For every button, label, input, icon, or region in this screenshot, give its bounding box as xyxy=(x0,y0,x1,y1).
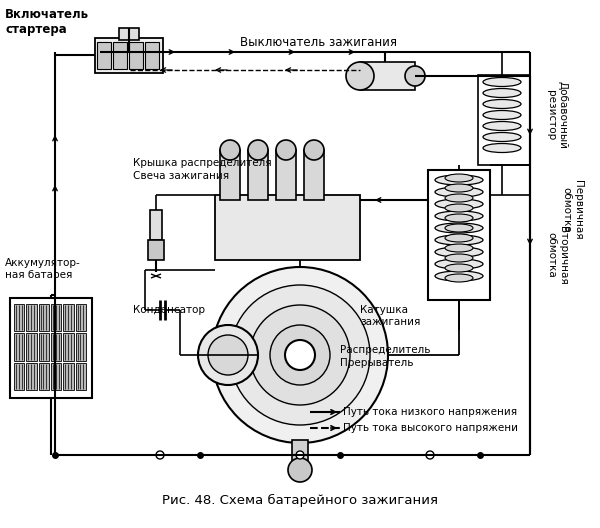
Circle shape xyxy=(276,140,296,160)
Bar xyxy=(148,240,164,260)
Circle shape xyxy=(208,335,248,375)
Ellipse shape xyxy=(445,214,473,222)
Bar xyxy=(10,298,92,398)
Circle shape xyxy=(426,451,434,459)
Circle shape xyxy=(248,140,268,160)
Bar xyxy=(76,363,86,390)
Bar xyxy=(38,363,49,390)
Ellipse shape xyxy=(445,254,473,262)
Ellipse shape xyxy=(483,89,521,98)
Bar xyxy=(51,333,61,361)
Bar xyxy=(119,28,139,40)
Ellipse shape xyxy=(483,99,521,108)
Ellipse shape xyxy=(483,110,521,119)
Text: Путь тока низкого напряжения: Путь тока низкого напряжения xyxy=(343,407,517,417)
Bar xyxy=(113,42,127,69)
Ellipse shape xyxy=(483,133,521,142)
Bar xyxy=(64,363,74,390)
Bar xyxy=(14,363,25,390)
Text: Крышка распределителя: Крышка распределителя xyxy=(133,158,272,168)
Bar xyxy=(76,333,86,361)
Text: Путь тока высокого напряжени: Путь тока высокого напряжени xyxy=(343,423,518,433)
Bar xyxy=(26,363,37,390)
Ellipse shape xyxy=(483,144,521,153)
Text: Рис. 48. Схема батарейного зажигания: Рис. 48. Схема батарейного зажигания xyxy=(162,494,438,506)
Text: Включатель
стартера: Включатель стартера xyxy=(5,8,89,36)
Text: Свеча зажигания: Свеча зажигания xyxy=(133,171,229,181)
Circle shape xyxy=(346,62,374,90)
Bar xyxy=(145,42,159,69)
Ellipse shape xyxy=(445,194,473,202)
Circle shape xyxy=(250,305,350,405)
Bar xyxy=(97,42,111,69)
Bar xyxy=(360,62,415,90)
Bar xyxy=(478,75,530,165)
Ellipse shape xyxy=(483,78,521,87)
Ellipse shape xyxy=(435,259,483,269)
Circle shape xyxy=(270,325,330,385)
Ellipse shape xyxy=(435,187,483,197)
Bar xyxy=(276,150,296,200)
Circle shape xyxy=(288,458,312,482)
Ellipse shape xyxy=(435,175,483,185)
Circle shape xyxy=(285,340,315,370)
Text: Вторичная
обмотка: Вторичная обмотка xyxy=(546,225,568,285)
Ellipse shape xyxy=(445,274,473,282)
Ellipse shape xyxy=(435,211,483,221)
Text: Добавочный
резистор: Добавочный резистор xyxy=(546,81,568,149)
Circle shape xyxy=(220,140,240,160)
Bar xyxy=(38,333,49,361)
Ellipse shape xyxy=(445,234,473,242)
Circle shape xyxy=(296,451,304,459)
Bar xyxy=(38,304,49,332)
Ellipse shape xyxy=(483,121,521,130)
Ellipse shape xyxy=(435,199,483,209)
Ellipse shape xyxy=(445,184,473,192)
Circle shape xyxy=(198,325,258,385)
Circle shape xyxy=(405,66,425,86)
Text: Прерыватель: Прерыватель xyxy=(340,358,413,368)
Text: Первичная
обмотка: Первичная обмотка xyxy=(561,180,583,240)
Bar xyxy=(304,150,324,200)
Text: Катушка
зажигания: Катушка зажигания xyxy=(360,305,421,327)
Ellipse shape xyxy=(445,204,473,212)
Ellipse shape xyxy=(445,244,473,252)
Bar xyxy=(129,42,143,69)
Ellipse shape xyxy=(445,174,473,182)
Ellipse shape xyxy=(435,271,483,281)
Ellipse shape xyxy=(445,264,473,272)
Bar xyxy=(220,150,240,200)
Bar xyxy=(76,304,86,332)
Bar xyxy=(95,38,163,73)
Bar xyxy=(51,304,61,332)
Bar xyxy=(26,333,37,361)
Text: Распределитель: Распределитель xyxy=(340,345,431,355)
Circle shape xyxy=(156,451,164,459)
Bar xyxy=(14,333,25,361)
Bar xyxy=(64,333,74,361)
Bar xyxy=(292,440,308,470)
Text: Аккумулятор-
ная батарея: Аккумулятор- ная батарея xyxy=(5,258,81,280)
Bar xyxy=(248,150,268,200)
Circle shape xyxy=(212,267,388,443)
Bar xyxy=(14,304,25,332)
Circle shape xyxy=(304,140,324,160)
Ellipse shape xyxy=(445,224,473,232)
Bar xyxy=(64,304,74,332)
Circle shape xyxy=(230,285,370,425)
Bar xyxy=(428,170,490,300)
Bar xyxy=(26,304,37,332)
Bar xyxy=(51,363,61,390)
Ellipse shape xyxy=(435,223,483,233)
Bar xyxy=(150,210,162,240)
Ellipse shape xyxy=(435,247,483,257)
Text: Выключатель зажигания: Выключатель зажигания xyxy=(240,36,397,50)
Ellipse shape xyxy=(435,235,483,245)
Text: Конденсатор: Конденсатор xyxy=(133,305,205,315)
Bar xyxy=(215,195,360,260)
